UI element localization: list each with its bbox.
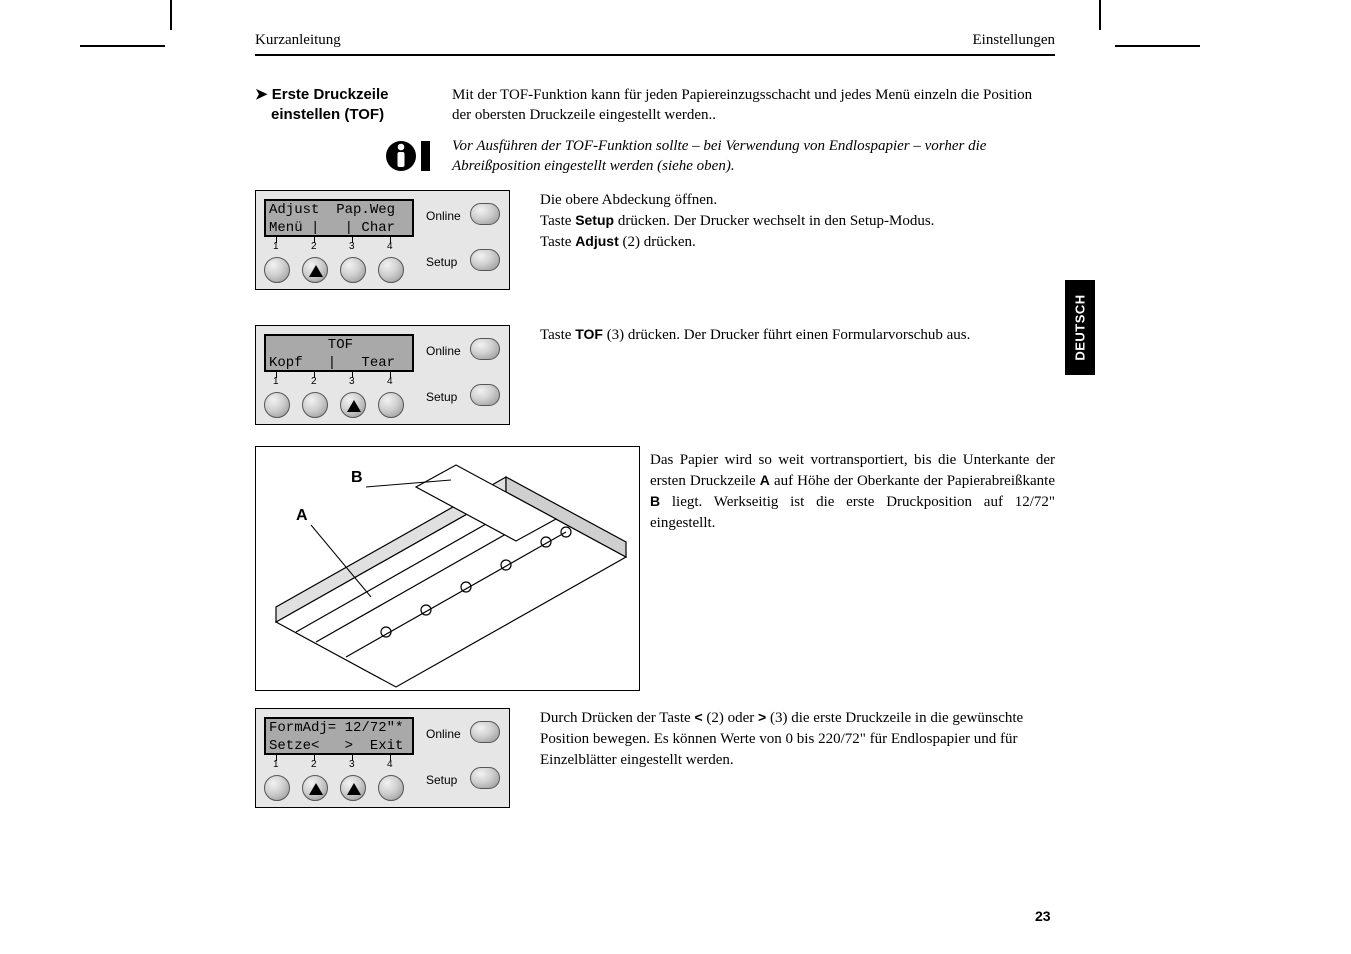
setup-button[interactable] — [470, 249, 500, 271]
step1-text: Die obere Abdeckung öffnen. Taste Setup … — [540, 190, 1050, 253]
step1-line3: Taste Adjust (2) drücken. — [540, 232, 1050, 253]
step1-line1: Die obere Abdeckung öffnen. — [540, 190, 1050, 211]
panel-button-2[interactable] — [302, 392, 328, 418]
panel-button-row: 1 2 3 4 — [264, 241, 414, 285]
panel-side-buttons: Online Setup — [426, 201, 506, 281]
intro-paragraph: Mit der TOF-Funktion kann für jeden Papi… — [452, 85, 1052, 126]
online-label: Online — [426, 344, 461, 358]
section-title-line2: einstellen (TOF) — [271, 105, 384, 125]
panel-button-4[interactable] — [378, 257, 404, 283]
printer-panel-3: FormAdj= 12/72"* Setze< > Exit 1 2 3 4 O… — [255, 708, 510, 808]
online-button[interactable] — [470, 721, 500, 743]
step2-text: Taste TOF (3) drücken. Der Drucker führt… — [540, 325, 1050, 346]
panel-side-buttons: Online Setup — [426, 719, 506, 799]
step1-line2: Taste Setup drücken. Der Drucker wechsel… — [540, 211, 1050, 232]
panel-side-buttons: Online Setup — [426, 336, 506, 416]
online-label: Online — [426, 727, 461, 741]
language-tab-label: DEUTSCH — [1073, 294, 1088, 360]
lcd-line: TOF — [269, 336, 409, 354]
header-left: Kurzanleitung — [255, 32, 341, 49]
panel-button-row: 1 2 3 4 — [264, 376, 414, 420]
panel-button-1[interactable] — [264, 392, 290, 418]
panel-button-4[interactable] — [378, 392, 404, 418]
panel-button-row: 1 2 3 4 — [264, 759, 414, 803]
setup-button[interactable] — [470, 384, 500, 406]
panel-button-2[interactable] — [302, 257, 328, 283]
lcd-line: Setze< > Exit — [269, 737, 409, 755]
lcd-display-1: Adjust Pap.Weg Menü | | Char — [264, 199, 414, 237]
lcd-line: FormAdj= 12/72"* — [269, 719, 409, 737]
lcd-display-2: TOF Kopf | Tear — [264, 334, 414, 372]
online-label: Online — [426, 209, 461, 223]
panel-button-1[interactable] — [264, 775, 290, 801]
setup-label: Setup — [426, 255, 457, 269]
lcd-line: Kopf | Tear — [269, 354, 409, 372]
paragraph-4: Durch Drücken der Taste < (2) oder > (3)… — [540, 708, 1050, 771]
crop-mark — [1099, 0, 1101, 30]
setup-button[interactable] — [470, 767, 500, 789]
note-paragraph: Vor Ausführen der TOF-Funktion sollte – … — [452, 136, 1052, 177]
printer-diagram: A B — [255, 446, 640, 691]
setup-label: Setup — [426, 773, 457, 787]
panel-button-1[interactable] — [264, 257, 290, 283]
panel-button-4[interactable] — [378, 775, 404, 801]
printer-panel-2: TOF Kopf | Tear 1 2 3 4 Online — [255, 325, 510, 425]
page-content: Kurzanleitung Einstellungen ➤ Erste Druc… — [170, 30, 1170, 56]
page-number: 23 — [1035, 908, 1051, 924]
crop-mark — [80, 45, 165, 47]
lcd-line: Adjust Pap.Weg — [269, 201, 409, 219]
crop-mark — [170, 0, 172, 30]
section-title-line1: Erste Druckzeile — [272, 86, 389, 103]
section-arrow-icon: ➤ — [255, 86, 268, 103]
language-tab: DEUTSCH — [1065, 280, 1095, 375]
online-button[interactable] — [470, 203, 500, 225]
lcd-display-3: FormAdj= 12/72"* Setze< > Exit — [264, 717, 414, 755]
panel-button-3[interactable] — [340, 392, 366, 418]
page-header: Kurzanleitung Einstellungen — [255, 30, 1055, 56]
lcd-line: Menü | | Char — [269, 219, 409, 237]
setup-label: Setup — [426, 390, 457, 404]
section-title: ➤ Erste Druckzeile einstellen (TOF) — [255, 85, 425, 126]
printer-panel-1: Adjust Pap.Weg Menü | | Char 1 2 3 4 Onl… — [255, 190, 510, 290]
panel-button-2[interactable] — [302, 775, 328, 801]
panel-button-3[interactable] — [340, 257, 366, 283]
diagram-label-b: B — [351, 469, 363, 487]
header-right: Einstellungen — [973, 32, 1056, 49]
paragraph-3: Das Papier wird so weit vortransportiert… — [650, 450, 1055, 534]
online-button[interactable] — [470, 338, 500, 360]
diagram-label-a: A — [296, 507, 308, 525]
panel-button-3[interactable] — [340, 775, 366, 801]
info-icon — [385, 138, 437, 174]
